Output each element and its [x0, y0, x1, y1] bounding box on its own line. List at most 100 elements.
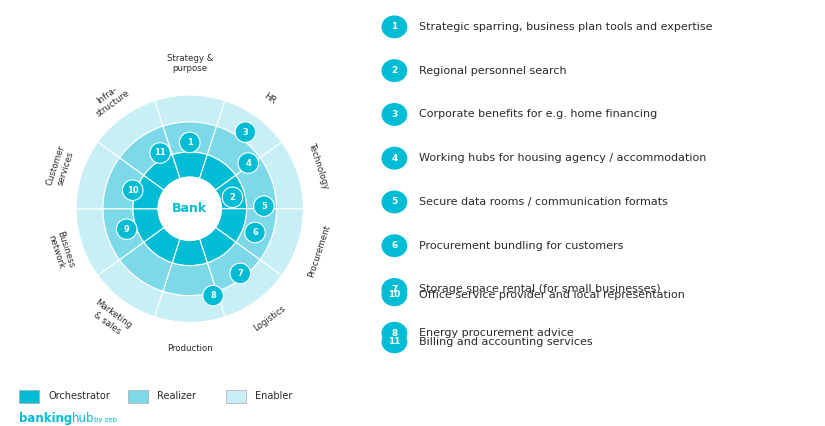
Circle shape — [122, 180, 143, 201]
Wedge shape — [98, 101, 163, 158]
Text: hub: hub — [72, 412, 94, 425]
Text: 6: 6 — [252, 228, 258, 237]
Wedge shape — [144, 227, 180, 263]
Text: 4: 4 — [391, 154, 398, 163]
Circle shape — [180, 132, 200, 153]
Wedge shape — [98, 260, 163, 317]
Text: Procurement: Procurement — [306, 223, 332, 278]
Text: 1: 1 — [186, 138, 193, 147]
Circle shape — [381, 322, 408, 345]
Wedge shape — [207, 242, 260, 291]
Wedge shape — [76, 209, 120, 276]
Wedge shape — [103, 158, 144, 209]
Text: Production: Production — [167, 345, 213, 354]
Text: 2: 2 — [229, 193, 235, 202]
Text: 5: 5 — [391, 198, 398, 207]
Circle shape — [381, 15, 408, 38]
Wedge shape — [120, 126, 172, 176]
Text: 4: 4 — [245, 158, 251, 167]
Text: Technology: Technology — [307, 142, 331, 191]
Circle shape — [116, 219, 137, 239]
Wedge shape — [236, 209, 276, 260]
Text: 7: 7 — [391, 285, 398, 294]
Circle shape — [222, 187, 243, 207]
Text: Energy procurement advice: Energy procurement advice — [419, 328, 573, 338]
Wedge shape — [200, 227, 236, 263]
Text: 3: 3 — [391, 110, 398, 119]
Wedge shape — [215, 176, 247, 209]
Text: 6: 6 — [391, 241, 398, 250]
Wedge shape — [260, 209, 304, 276]
Text: 8: 8 — [391, 329, 398, 338]
Circle shape — [381, 190, 408, 213]
Wedge shape — [172, 152, 207, 179]
Wedge shape — [144, 155, 180, 190]
Wedge shape — [215, 209, 247, 242]
Bar — [19, 390, 39, 403]
Wedge shape — [120, 242, 172, 291]
Text: 10: 10 — [389, 290, 401, 299]
Bar — [226, 390, 246, 403]
Text: Procurement bundling for customers: Procurement bundling for customers — [419, 241, 623, 251]
Circle shape — [381, 59, 408, 82]
Text: Strategic sparring, business plan tools and expertise: Strategic sparring, business plan tools … — [419, 22, 713, 32]
Circle shape — [381, 283, 408, 306]
Text: Marketing
& sales: Marketing & sales — [87, 298, 133, 339]
Circle shape — [245, 222, 266, 243]
Text: 3: 3 — [243, 128, 248, 137]
Wedge shape — [163, 263, 217, 296]
Wedge shape — [133, 209, 164, 242]
Wedge shape — [154, 291, 225, 322]
Text: Enabler: Enabler — [255, 391, 293, 401]
Circle shape — [230, 263, 251, 284]
Text: Infra-
structure: Infra- structure — [88, 80, 131, 118]
Text: HR: HR — [262, 92, 277, 106]
Text: Regional personnel search: Regional personnel search — [419, 66, 567, 76]
Text: Logistics: Logistics — [252, 304, 287, 333]
Text: Bank: Bank — [172, 202, 207, 215]
Wedge shape — [133, 176, 164, 209]
Wedge shape — [236, 158, 276, 209]
Text: 5: 5 — [261, 201, 266, 210]
Text: Strategy &
purpose: Strategy & purpose — [167, 54, 213, 73]
Text: 11: 11 — [389, 337, 401, 346]
Text: 1: 1 — [391, 23, 398, 32]
Wedge shape — [76, 142, 120, 209]
Wedge shape — [154, 95, 225, 126]
Bar — [128, 390, 148, 403]
Text: banking: banking — [19, 412, 73, 425]
Text: Corporate benefits for e.g. home financing: Corporate benefits for e.g. home financi… — [419, 109, 658, 119]
Wedge shape — [207, 126, 260, 176]
Text: by zeb: by zeb — [94, 417, 117, 423]
Text: Storage space rental (for small businesses): Storage space rental (for small business… — [419, 285, 661, 294]
Circle shape — [381, 234, 408, 257]
Text: 9: 9 — [124, 225, 130, 234]
Circle shape — [235, 122, 256, 142]
Wedge shape — [103, 209, 144, 260]
Text: Billing and accounting services: Billing and accounting services — [419, 337, 592, 347]
Text: 8: 8 — [210, 291, 216, 300]
Text: Customer
services: Customer services — [45, 144, 77, 190]
Text: 10: 10 — [127, 186, 139, 195]
Wedge shape — [260, 142, 304, 209]
Wedge shape — [163, 122, 217, 155]
Wedge shape — [172, 239, 207, 265]
Circle shape — [238, 153, 258, 173]
Text: Business
network: Business network — [45, 230, 76, 272]
Text: Office service provider and local representation: Office service provider and local repres… — [419, 290, 685, 300]
Wedge shape — [200, 155, 236, 190]
Circle shape — [381, 103, 408, 126]
Text: 11: 11 — [154, 149, 166, 158]
Circle shape — [158, 177, 221, 240]
Text: 2: 2 — [391, 66, 398, 75]
Circle shape — [381, 278, 408, 301]
Wedge shape — [217, 260, 281, 317]
Circle shape — [381, 331, 408, 353]
Circle shape — [203, 285, 224, 306]
Circle shape — [381, 147, 408, 170]
Text: Working hubs for housing agency / accommodation: Working hubs for housing agency / accomm… — [419, 153, 706, 163]
Text: 7: 7 — [238, 269, 243, 278]
Wedge shape — [217, 101, 281, 158]
Circle shape — [150, 143, 171, 163]
Circle shape — [253, 196, 274, 216]
